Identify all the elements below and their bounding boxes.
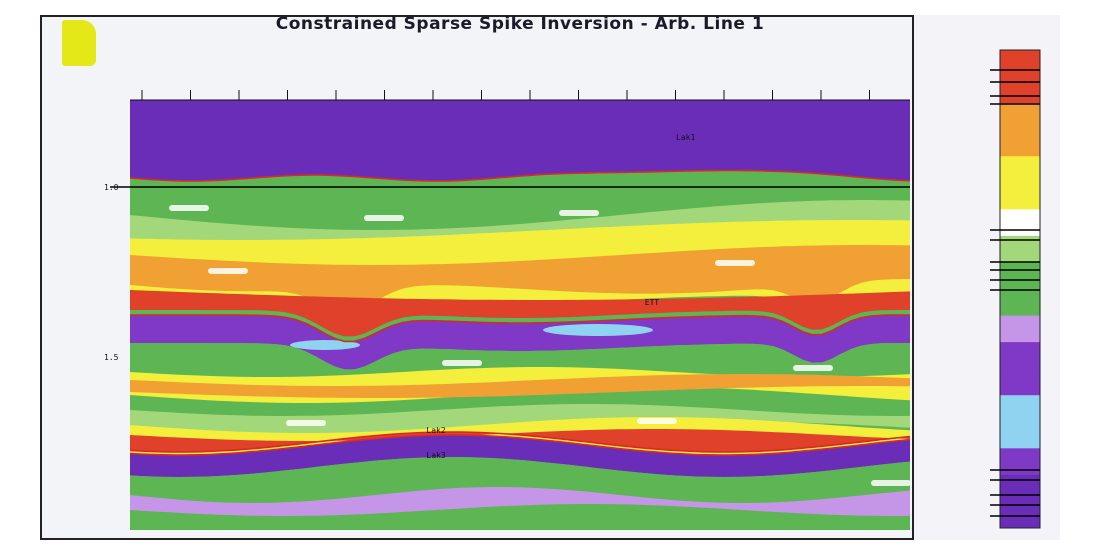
legend-swatch-4 [1000,156,1040,184]
white-streak-8 [637,418,677,424]
lens-lightblue-1 [543,324,653,336]
band-top-purple [130,100,910,181]
legend-swatch-12 [1000,368,1040,396]
legend-swatch-14 [1000,421,1040,449]
legend-swatch-15 [1000,448,1040,476]
horizon-label-0: Lak1 [676,133,695,142]
legend-swatch-1 [1000,76,1040,104]
band-orange-main [130,245,910,313]
horizon-label-2: Lak2 [426,426,445,435]
lens-lightblue-2 [290,340,360,350]
white-streak-7 [286,420,326,426]
legend-swatch-6 [1000,209,1040,237]
white-streak-6 [793,365,833,371]
band-lightgreen-low [130,404,910,438]
white-streak-2 [559,210,599,216]
legend-swatch-17 [1000,501,1040,529]
band-lavender-bottom [130,487,910,516]
white-streak-9 [871,480,911,486]
band-green-upper [130,174,910,246]
horizon-label-1: ETT [645,298,660,307]
chart-title: Constrained Sparse Spike Inversion - Arb… [275,14,765,34]
band-purple-low [130,435,910,477]
band-red-main [130,290,910,337]
yellow-logo [62,20,96,66]
horizon-line-1 [130,314,910,343]
white-streak-3 [208,268,248,274]
legend-swatch-0 [1000,50,1040,78]
legend-swatch-16 [1000,474,1040,502]
horizon-line-0 [129,169,911,182]
horizon-line-3 [129,434,911,456]
legend-swatch-13 [1000,395,1040,423]
band-red-low [130,429,910,452]
white-streak-5 [442,360,482,366]
horizon-line-2 [129,431,911,453]
y-tick-1: 1.5 [104,353,119,362]
y-tick-0: 1.0 [104,183,119,192]
band-purple-mid [130,315,910,370]
legend-swatch-2 [1000,103,1040,131]
legend-swatch-9 [1000,289,1040,317]
legend-swatch-10 [1000,315,1040,343]
horizon-label-3: Lak3 [426,451,445,460]
legend-swatch-11 [1000,342,1040,370]
white-streak-1 [364,215,404,221]
white-streak-4 [715,260,755,266]
band-orange-mid [130,374,910,398]
legend-swatch-3 [1000,129,1040,157]
legend-swatch-5 [1000,182,1040,210]
legend-swatch-8 [1000,262,1040,290]
white-streak-0 [169,205,209,211]
legend-bar-border [999,49,1041,529]
